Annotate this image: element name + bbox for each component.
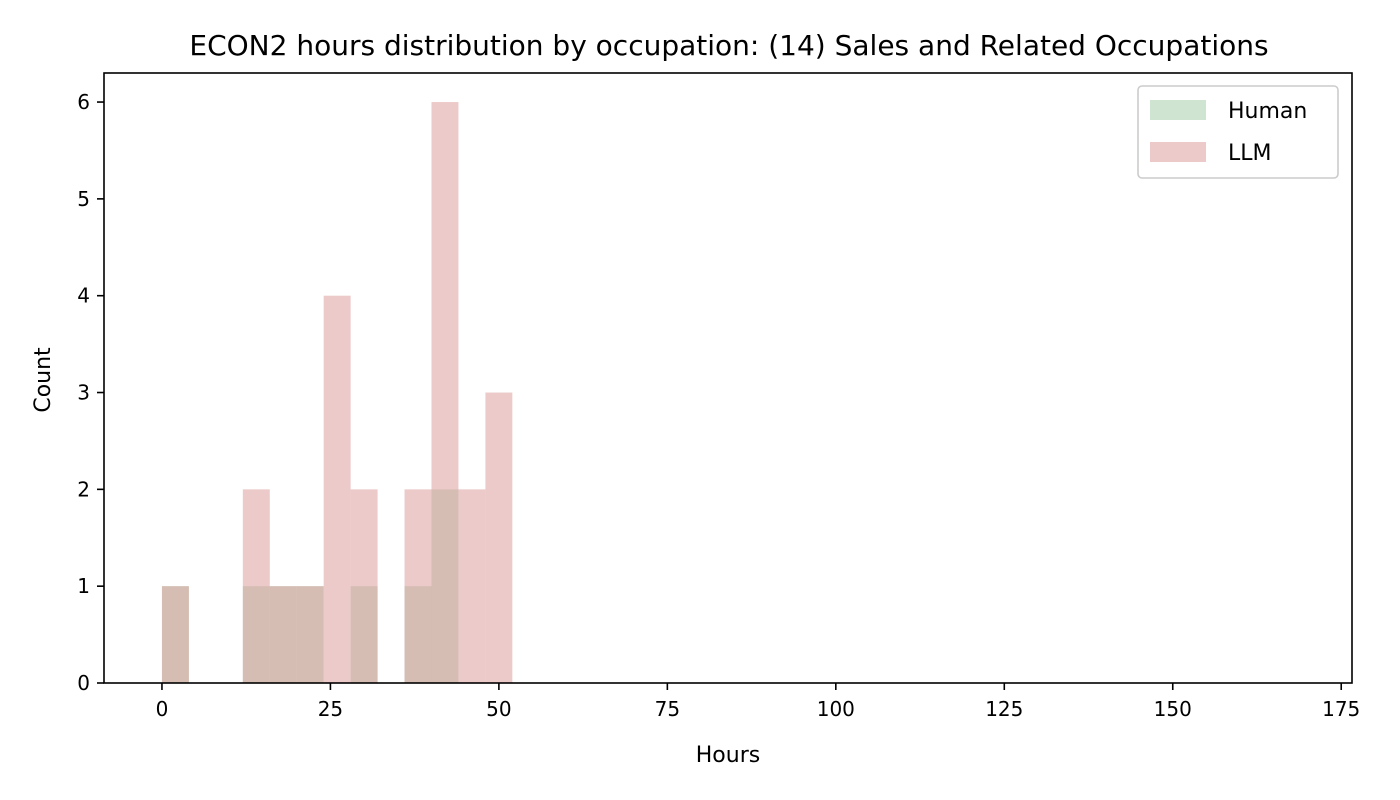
y-tick-label: 1 [77, 574, 90, 598]
x-tick-label: 25 [318, 697, 343, 721]
llm-bar [350, 489, 378, 683]
legend: Human LLM [1137, 85, 1339, 179]
x-tick-label: 100 [817, 697, 855, 721]
chart-title: ECON2 hours distribution by occupation: … [189, 29, 1268, 62]
llm-bar [404, 489, 432, 683]
legend-swatch-llm [1150, 142, 1206, 162]
y-tick-label: 2 [77, 477, 90, 501]
x-axis: 0 25 50 75 100 125 150 175 [156, 683, 1360, 721]
y-tick-label: 3 [77, 381, 90, 405]
legend-swatch-human [1150, 100, 1206, 120]
llm-bar [485, 392, 513, 683]
x-tick-label: 75 [655, 697, 680, 721]
x-tick-label: 125 [985, 697, 1023, 721]
llm-bars [161, 102, 513, 684]
llm-bar [242, 489, 270, 683]
llm-bar [431, 102, 459, 684]
plot-frame [103, 72, 1353, 684]
x-tick-label: 175 [1322, 697, 1360, 721]
y-axis: 0 1 2 3 4 5 6 [77, 90, 104, 695]
llm-bar [296, 586, 324, 683]
legend-label-llm: LLM [1228, 141, 1272, 166]
x-tick-label: 150 [1154, 697, 1192, 721]
x-tick-label: 50 [486, 697, 511, 721]
llm-bar [323, 295, 351, 683]
llm-bar [458, 489, 486, 683]
y-axis-label: Count [31, 347, 56, 413]
y-tick-label: 6 [77, 90, 90, 114]
llm-bar [269, 586, 297, 683]
llm-bar [161, 586, 189, 683]
x-axis-label: Hours [696, 743, 760, 768]
x-tick-label: 0 [156, 697, 169, 721]
y-tick-label: 4 [77, 284, 90, 308]
y-tick-label: 5 [77, 187, 90, 211]
y-tick-label: 0 [77, 671, 90, 695]
legend-label-human: Human [1228, 99, 1307, 124]
